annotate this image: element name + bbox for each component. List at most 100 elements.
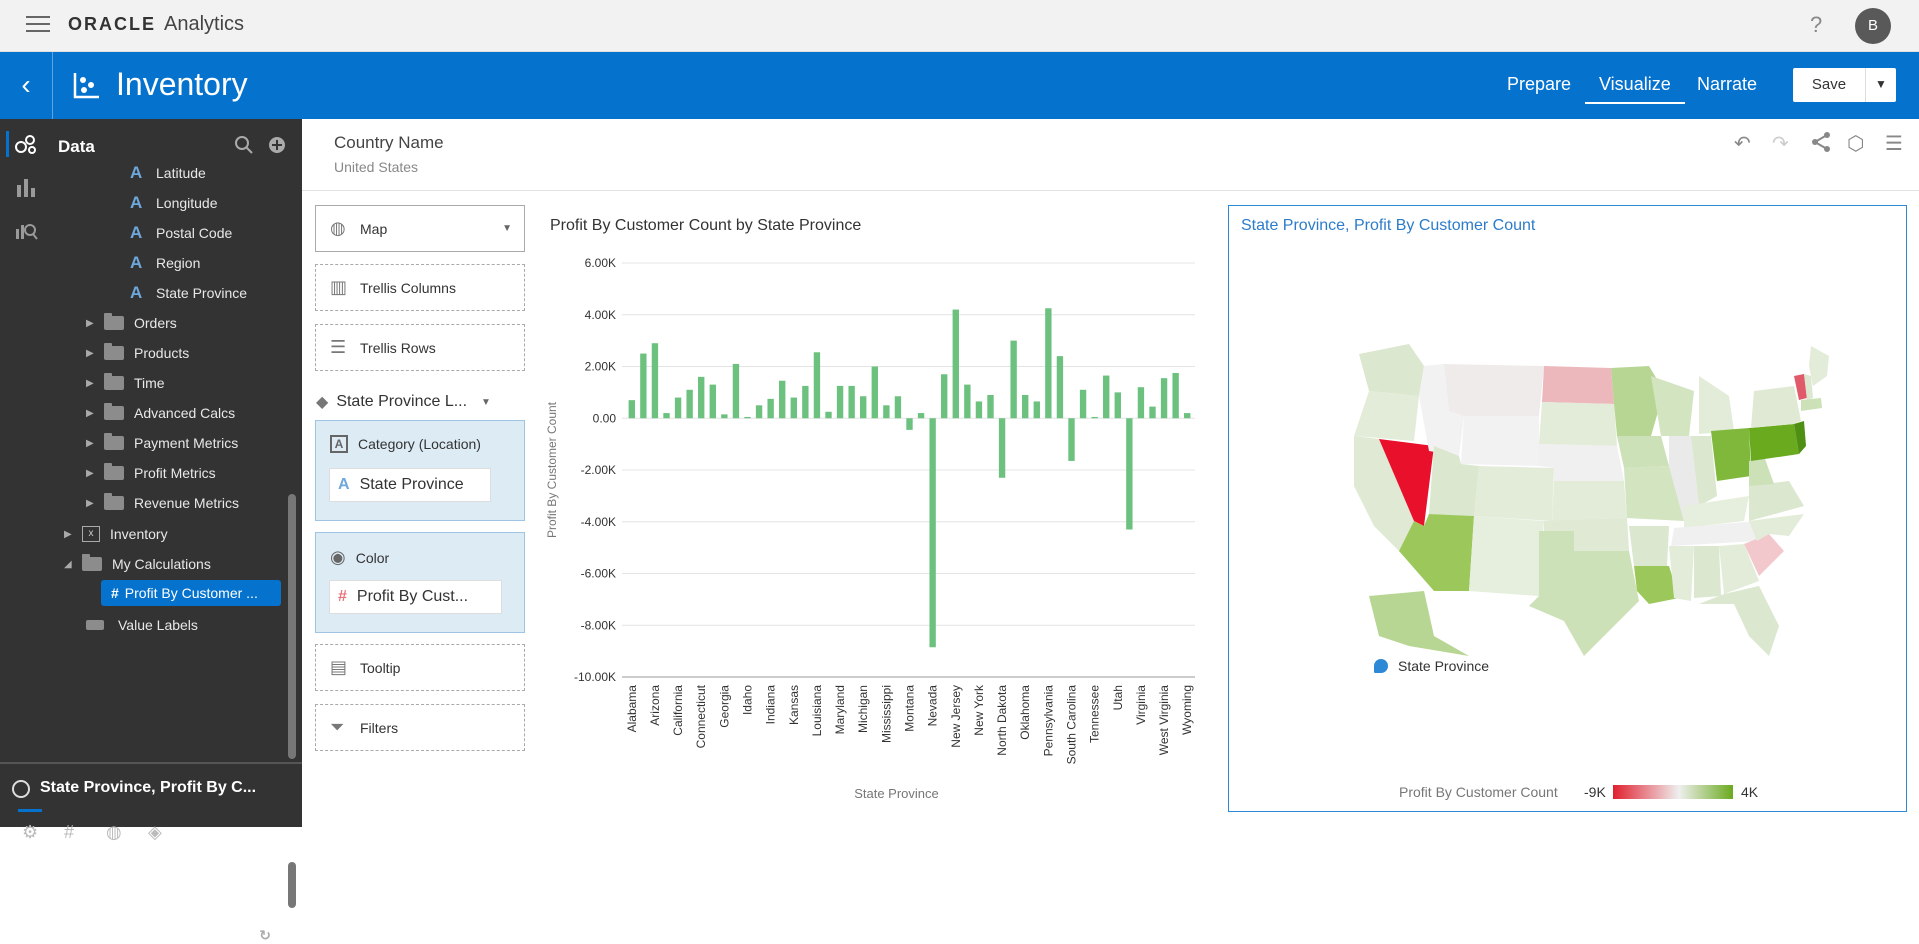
calc-profit-by-customer-count[interactable]: # Profit By Customer ... [101, 580, 281, 606]
back-arrow-icon[interactable]: ‹ [21, 69, 31, 100]
hamburger-menu-icon[interactable] [26, 16, 50, 34]
field-postal-code[interactable]: A Postal Code [130, 221, 232, 245]
layer-selector[interactable]: ◆ State Province L... ▼ [316, 392, 491, 412]
state-kansas[interactable] [1552, 481, 1627, 521]
folder-time[interactable]: ▶ Time [86, 371, 165, 395]
state-texas[interactable] [1529, 531, 1639, 656]
folder-advanced-calcs[interactable]: ▶ Advanced Calcs [86, 401, 235, 425]
undo-icon[interactable]: ↶ [1734, 133, 1751, 155]
bar[interactable] [1126, 418, 1133, 530]
data-tab-icon[interactable] [14, 133, 38, 157]
bar[interactable] [998, 418, 1006, 478]
state-michigan[interactable] [1699, 376, 1734, 434]
state-west-virginia[interactable] [1749, 456, 1774, 486]
state-alaska[interactable] [1369, 591, 1469, 656]
state-ohio[interactable] [1711, 428, 1751, 481]
filters-dropzone[interactable]: ⏷ Filters [315, 704, 525, 751]
folder-payment-metrics[interactable]: ▶ Payment Metrics [86, 431, 238, 455]
bar[interactable] [1056, 356, 1064, 419]
bar[interactable] [1033, 401, 1040, 419]
bar[interactable] [848, 385, 855, 419]
bar[interactable] [813, 352, 821, 419]
bar[interactable] [964, 384, 971, 419]
panel-splitter[interactable] [0, 762, 302, 764]
bar[interactable] [686, 389, 693, 419]
bar[interactable] [755, 405, 763, 419]
trellis-columns-dropzone[interactable]: ▥ Trellis Columns [315, 264, 525, 311]
help-icon[interactable]: ? [1810, 12, 1823, 37]
state-missouri[interactable] [1624, 466, 1684, 521]
folder-orders[interactable]: ▶ Orders [86, 311, 177, 335]
visualizations-tab-icon[interactable] [14, 175, 38, 199]
filter-value[interactable]: United States [334, 159, 419, 175]
bar[interactable] [1172, 372, 1179, 419]
bar[interactable] [883, 405, 890, 419]
bar[interactable] [917, 413, 925, 419]
profit-by-customer-pill[interactable]: # Profit By Cust... [329, 580, 502, 614]
state-arizona[interactable] [1399, 514, 1474, 591]
reset-icon[interactable]: ↻ [259, 927, 271, 943]
tab-narrate[interactable]: Narrate [1697, 74, 1758, 94]
bar[interactable] [1068, 418, 1075, 461]
analytics-tab-icon[interactable] [14, 217, 38, 241]
bar[interactable] [1091, 416, 1098, 419]
bar[interactable] [987, 394, 994, 419]
bar[interactable] [802, 385, 809, 419]
redo-icon[interactable]: ↷ [1772, 133, 1789, 155]
map-tab-globe-icon[interactable]: ◍ [106, 822, 122, 842]
bar[interactable] [906, 418, 913, 430]
auto-apply-icon[interactable]: ⬡ [1847, 133, 1865, 155]
dataset-inventory[interactable]: ▶ x Inventory [64, 522, 168, 546]
bar[interactable] [698, 376, 705, 419]
state-montana[interactable] [1444, 364, 1544, 416]
state-pennsylvania[interactable] [1749, 424, 1799, 461]
bar[interactable] [767, 398, 774, 419]
save-menu-chevron-down-icon[interactable]: ▼ [1865, 68, 1896, 102]
state-province-pill[interactable]: A State Province [329, 468, 491, 502]
folder-revenue-metrics[interactable]: ▶ Revenue Metrics [86, 491, 239, 515]
bar[interactable] [732, 363, 740, 419]
state-vermont[interactable] [1794, 374, 1807, 400]
tab-prepare[interactable]: Prepare [1507, 74, 1572, 94]
bar[interactable] [1010, 340, 1017, 419]
value-labels-item[interactable]: Value Labels [86, 613, 198, 637]
state-arkansas[interactable] [1629, 526, 1669, 566]
bar[interactable] [975, 401, 983, 419]
state-massachusetts[interactable] [1801, 398, 1822, 411]
state-virginia[interactable] [1749, 481, 1804, 521]
expand-arrow-icon[interactable]: ▶ [64, 528, 72, 540]
expand-arrow-icon[interactable]: ▶ [86, 497, 94, 509]
state-mississippi[interactable] [1669, 546, 1694, 601]
bar[interactable] [1160, 378, 1168, 419]
expand-arrow-icon[interactable]: ▶ [86, 437, 94, 449]
state-nebraska[interactable] [1539, 444, 1624, 481]
bar[interactable] [871, 366, 878, 419]
layers-tab-icon[interactable]: ◈ [148, 822, 162, 842]
expand-arrow-icon[interactable]: ▶ [86, 377, 94, 389]
state-colorado[interactable] [1474, 466, 1554, 521]
trellis-rows-dropzone[interactable]: ☰ Trellis Rows [315, 324, 525, 371]
filter-title[interactable]: Country Name [334, 133, 444, 152]
bar[interactable] [836, 385, 844, 419]
state-new-hampshire[interactable] [1804, 374, 1813, 400]
state-new-york[interactable] [1751, 386, 1801, 428]
state-oregon[interactable] [1354, 391, 1419, 441]
folder-my-calculations[interactable]: ◢ My Calculations [64, 552, 211, 576]
data-panel-scrollbar[interactable] [288, 494, 296, 759]
color-dropzone[interactable]: ◉ Color # Profit By Cust... [315, 532, 525, 633]
menu-icon[interactable]: ☰ [1885, 133, 1903, 155]
state-wyoming[interactable] [1461, 416, 1539, 466]
field-latitude[interactable]: A Latitude [130, 161, 206, 185]
bar[interactable] [674, 397, 682, 419]
state-iowa[interactable] [1617, 436, 1669, 468]
bar[interactable] [929, 418, 936, 648]
bar[interactable] [628, 400, 635, 419]
state-north-carolina[interactable] [1749, 514, 1804, 541]
values-tab-hash-icon[interactable]: # [64, 822, 75, 842]
bar[interactable] [1114, 392, 1121, 419]
bar[interactable] [709, 384, 716, 419]
bar[interactable] [1045, 308, 1052, 419]
state-new-mexico[interactable] [1469, 516, 1544, 596]
expand-arrow-icon[interactable]: ▶ [86, 347, 94, 359]
bar[interactable] [1184, 413, 1191, 419]
